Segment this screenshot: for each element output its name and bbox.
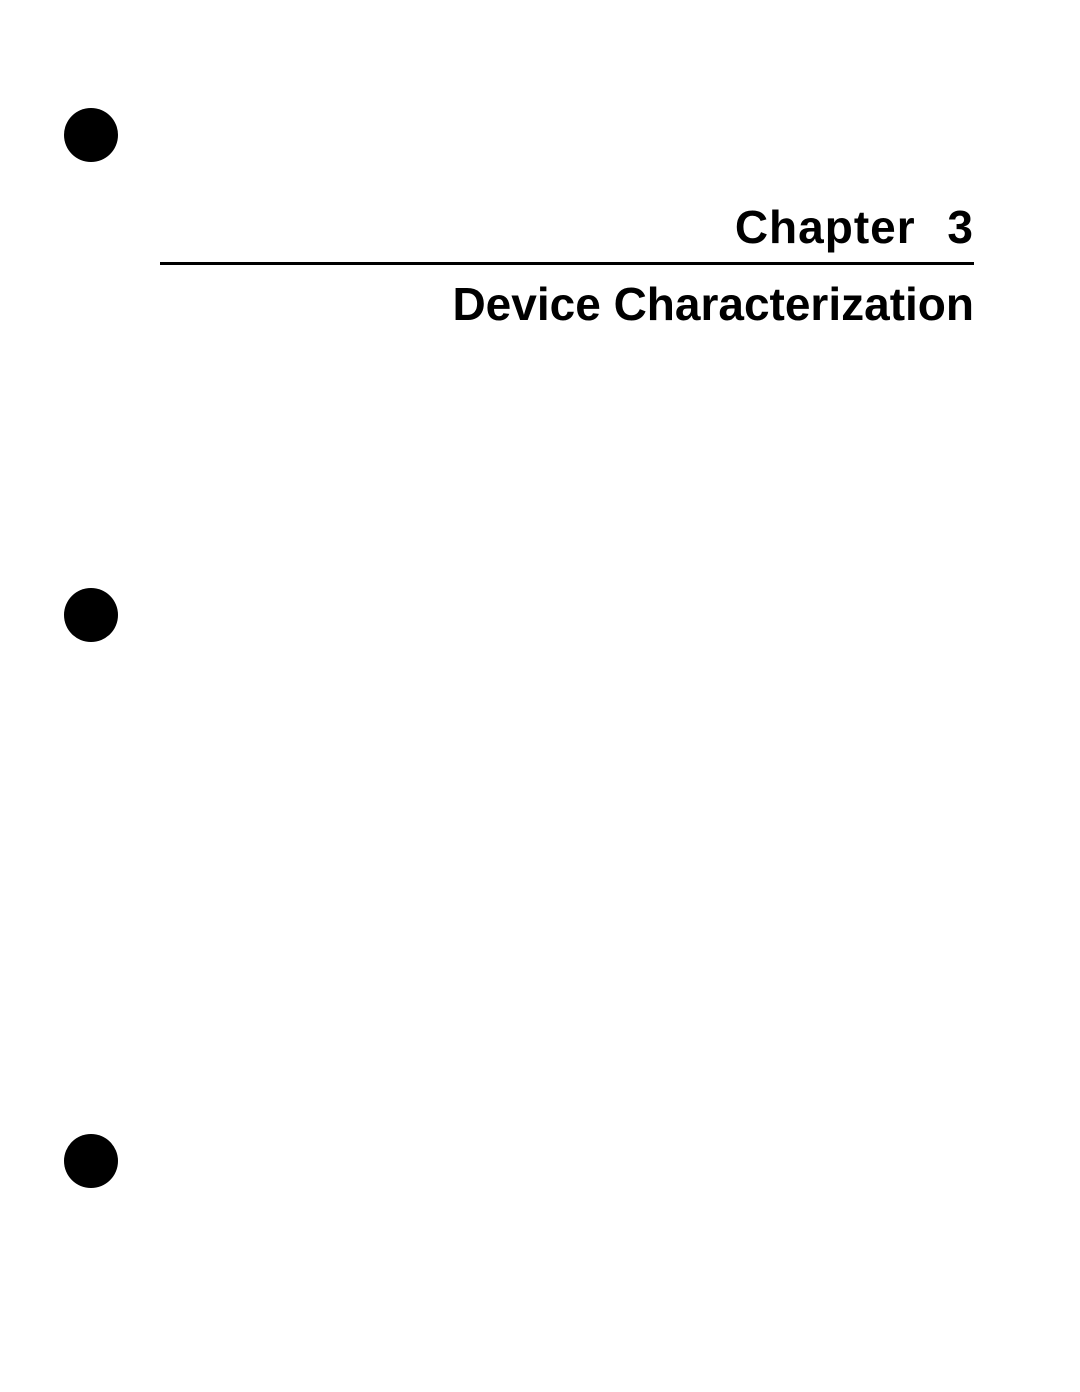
chapter-heading: Chapter 3 <box>160 200 974 254</box>
punch-hole-top <box>64 108 118 162</box>
divider-rule <box>160 262 974 265</box>
chapter-label: Chapter <box>735 201 916 253</box>
page-content: Chapter 3 Device Characterization <box>160 200 974 331</box>
punch-hole-middle <box>64 588 118 642</box>
punch-hole-bottom <box>64 1134 118 1188</box>
chapter-title: Device Characterization <box>160 277 974 331</box>
chapter-number: 3 <box>947 201 974 253</box>
